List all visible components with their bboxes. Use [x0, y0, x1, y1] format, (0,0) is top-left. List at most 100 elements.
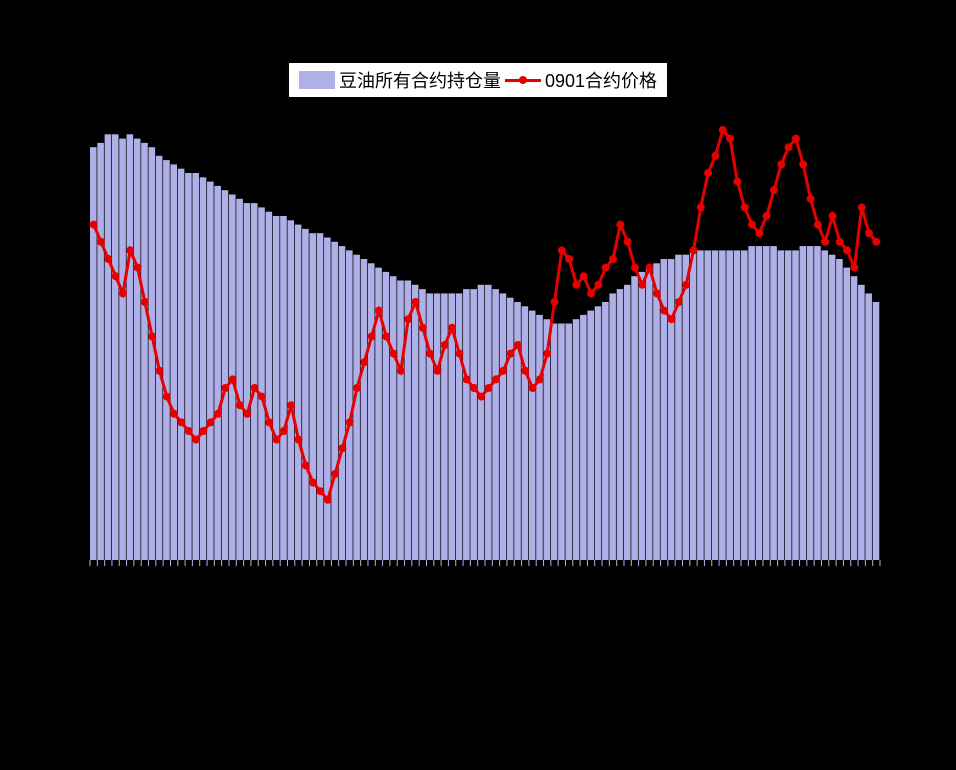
bar	[361, 259, 368, 560]
bar	[653, 263, 660, 560]
bar	[726, 250, 733, 560]
bar	[185, 173, 192, 560]
bar	[536, 315, 543, 560]
price-point	[316, 487, 324, 495]
bar	[814, 246, 821, 560]
bar	[485, 285, 492, 560]
bar	[785, 250, 792, 560]
price-point	[177, 418, 185, 426]
price-point	[199, 427, 207, 435]
price-point	[689, 246, 697, 254]
price-point	[565, 255, 573, 263]
bar	[214, 186, 221, 560]
bar	[390, 276, 397, 560]
price-point	[624, 238, 632, 246]
price-point	[309, 479, 317, 487]
bar	[492, 289, 499, 560]
bar	[149, 147, 156, 560]
price-point	[755, 229, 763, 237]
price-point	[631, 264, 639, 272]
bar	[119, 139, 126, 560]
price-point	[112, 272, 120, 280]
bar	[463, 289, 470, 560]
price-point	[134, 264, 142, 272]
bar	[97, 143, 104, 560]
combo-chart	[0, 0, 956, 770]
bar	[858, 285, 865, 560]
price-point	[470, 384, 478, 392]
price-point	[550, 298, 558, 306]
price-point	[141, 298, 149, 306]
bar	[639, 272, 646, 560]
price-point	[499, 367, 507, 375]
price-point	[697, 203, 705, 211]
price-point	[836, 238, 844, 246]
price-point	[375, 307, 383, 315]
price-point	[280, 427, 288, 435]
legend-bar-label: 豆油所有合约持仓量	[339, 67, 501, 93]
bar	[631, 276, 638, 560]
bar	[105, 134, 112, 560]
bar	[112, 134, 119, 560]
price-point	[521, 367, 529, 375]
legend-line-label: 0901合约价格	[545, 67, 657, 93]
bar	[697, 250, 704, 560]
price-point	[616, 221, 624, 229]
price-point	[872, 238, 880, 246]
bar	[792, 250, 799, 560]
price-point	[785, 143, 793, 151]
bar	[617, 289, 624, 560]
bar	[244, 203, 251, 560]
price-point	[324, 496, 332, 504]
price-point	[148, 332, 156, 340]
price-point	[265, 418, 273, 426]
bar	[843, 268, 850, 560]
bar	[309, 233, 316, 560]
bar-series	[90, 134, 879, 560]
x-axis-ticks	[90, 560, 880, 566]
bar	[368, 263, 375, 560]
bar	[807, 246, 814, 560]
price-point	[214, 410, 222, 418]
bar	[587, 311, 594, 560]
bar	[741, 250, 748, 560]
price-point	[558, 246, 566, 254]
bar	[273, 216, 280, 560]
bar	[222, 190, 229, 560]
price-point	[287, 401, 295, 409]
price-point	[485, 384, 493, 392]
price-point	[638, 281, 646, 289]
price-point	[207, 418, 215, 426]
bar	[324, 238, 331, 561]
price-point	[119, 289, 127, 297]
price-point	[258, 393, 266, 401]
price-point	[360, 358, 368, 366]
bar	[426, 293, 433, 560]
price-point	[448, 324, 456, 332]
price-point	[382, 332, 390, 340]
price-point	[155, 367, 163, 375]
price-point	[682, 281, 690, 289]
price-point	[602, 264, 610, 272]
price-point	[529, 384, 537, 392]
price-point	[653, 289, 661, 297]
bar	[266, 212, 273, 560]
bar	[712, 250, 719, 560]
bar	[595, 306, 602, 560]
bar	[434, 293, 441, 560]
price-point	[236, 401, 244, 409]
price-point	[514, 341, 522, 349]
bar	[412, 285, 419, 560]
price-point	[719, 126, 727, 134]
price-point	[660, 307, 668, 315]
price-point	[536, 375, 544, 383]
bar	[719, 250, 726, 560]
price-point	[704, 169, 712, 177]
price-point	[455, 350, 463, 358]
bar	[507, 298, 514, 560]
bar	[127, 134, 134, 560]
bar	[170, 164, 177, 560]
price-point	[843, 246, 851, 254]
price-point	[163, 393, 171, 401]
price-point	[368, 332, 376, 340]
